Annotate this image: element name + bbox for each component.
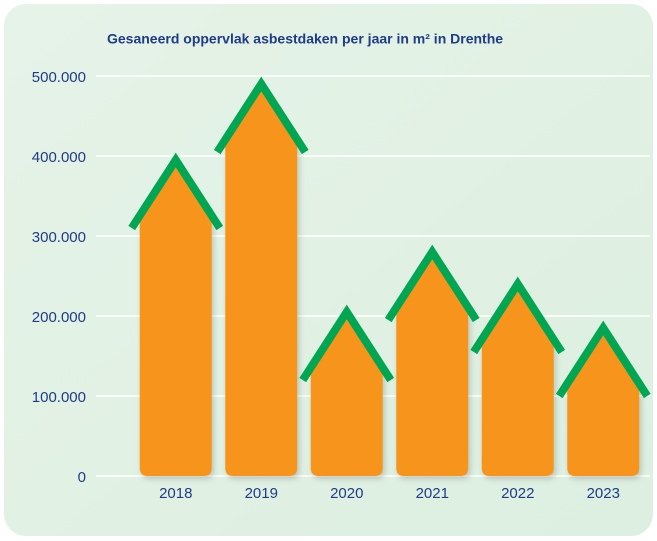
x-tick-label: 2021 (416, 485, 449, 502)
y-tick-label: 400.000 (32, 149, 86, 166)
roof (470, 276, 566, 355)
y-tick-label: 200.000 (32, 309, 86, 326)
y-tick-label: 0 (78, 469, 86, 486)
roof (555, 320, 651, 399)
bar (225, 84, 298, 476)
chart-title: Gesaneerd oppervlak asbestdaken per jaar… (107, 31, 503, 47)
roof (299, 304, 395, 383)
y-tick-label: 500.000 (32, 69, 86, 86)
y-tick-label: 100.000 (32, 389, 86, 406)
roof (128, 152, 224, 231)
x-tick-label: 2023 (587, 485, 620, 502)
roof (213, 76, 309, 155)
bar (567, 328, 640, 476)
roof (384, 244, 480, 323)
x-tick-label: 2020 (330, 485, 363, 502)
x-tick-label: 2018 (159, 485, 192, 502)
x-tick-label: 2019 (245, 485, 278, 502)
bar (481, 284, 554, 476)
y-tick-label: 300.000 (32, 229, 86, 246)
x-tick-label: 2022 (501, 485, 534, 502)
bar (396, 252, 469, 476)
bar (139, 160, 212, 476)
bar (310, 312, 383, 476)
